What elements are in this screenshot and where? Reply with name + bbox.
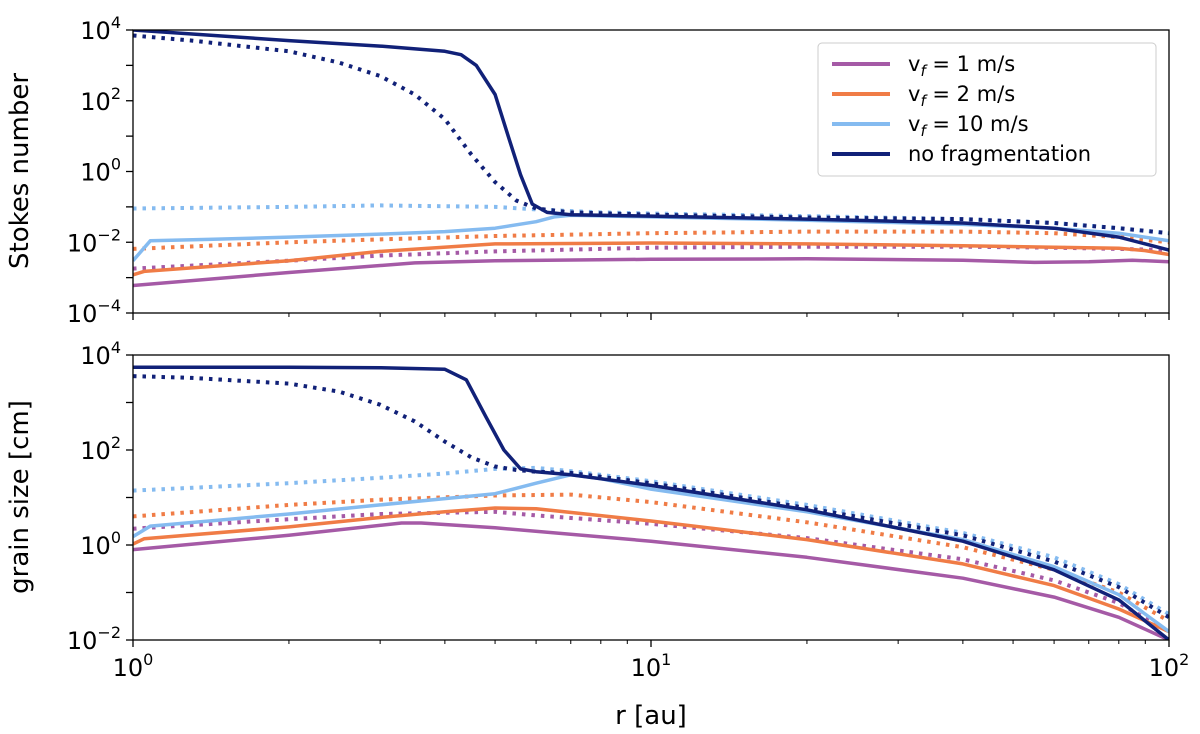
legend-label: no fragmentation <box>908 142 1091 166</box>
stokes-y-tick-label: 100 <box>80 155 121 187</box>
stokes-line-v-f-10-m-s-dotted <box>133 203 1169 236</box>
stokes-line-v-f-10-m-s-solid <box>133 213 1169 262</box>
stokes-line-no-fragmentation-dotted <box>133 33 1169 236</box>
grain-size-line-no-fragmentation-dotted <box>133 374 1169 620</box>
legend-label: vf = 2 m/s <box>908 82 1015 110</box>
x-tick-label: 102 <box>1149 650 1190 682</box>
grain-size-line-v-f-1-m-s-solid <box>133 521 1169 640</box>
stokes-series-group <box>133 30 1169 288</box>
legend-box <box>817 42 1157 177</box>
grain-size-series-group <box>133 365 1169 640</box>
stokes-line-v-f-2-m-s-dotted <box>133 229 1169 251</box>
grain-size-y-tick-label: 104 <box>80 338 121 370</box>
grain-size-line-v-f-1-m-s-dotted <box>133 509 1169 634</box>
grain-size-y-tick-label: 10−2 <box>67 623 121 655</box>
stokes-y-tick-label: 102 <box>80 84 121 116</box>
legend-label: vf = 1 m/s <box>908 52 1015 80</box>
grain-size-line-v-f-2-m-s-solid <box>133 506 1169 634</box>
stokes-axes-frame <box>132 29 1170 314</box>
grain-size-ylabel: grain size [cm] <box>5 400 35 594</box>
stokes-y-tick-label: 10−4 <box>67 296 121 328</box>
legend-entries: vf = 1 m/svf = 2 m/svf = 10 m/sno fragme… <box>832 52 1091 166</box>
x-tick-label: 101 <box>631 650 672 682</box>
stokes-line-v-f-2-m-s-solid <box>133 241 1169 277</box>
legend-label: vf = 10 m/s <box>908 112 1029 140</box>
stokes-line-v-f-1-m-s-solid <box>133 257 1169 288</box>
grain-size-axes-frame <box>132 354 1170 641</box>
grain-size-line-no-fragmentation-solid <box>133 365 1169 640</box>
legend: vf = 1 m/svf = 2 m/svf = 10 m/sno fragme… <box>817 42 1157 177</box>
stokes-y-tick-label: 104 <box>80 13 121 45</box>
panel-stokes-number: 10−4 10−2 100 102 104 Stokes number <box>5 13 1170 328</box>
stokes-y-tick-label: 10−2 <box>67 225 121 257</box>
grain-size-y-tick-label: 102 <box>80 433 121 465</box>
stokes-line-no-fragmentation-solid <box>133 30 1169 252</box>
grain-size-y-tick-label: 100 <box>80 528 121 560</box>
stokes-ticks: 10−4 10−2 100 102 104 <box>67 13 1170 328</box>
grain-size-line-v-f-10-m-s-solid <box>133 473 1169 634</box>
x-axis-label: r [au] <box>615 701 687 731</box>
x-tick-label: 100 <box>113 650 154 682</box>
stokes-ylabel: Stokes number <box>5 73 35 269</box>
